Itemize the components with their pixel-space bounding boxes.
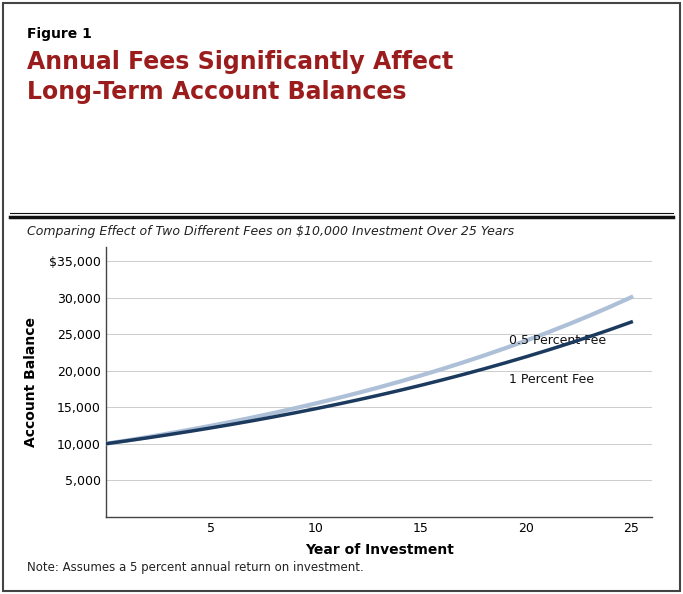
Text: Annual Fees Significantly Affect: Annual Fees Significantly Affect — [27, 50, 454, 74]
Text: 0.5 Percent Fee: 0.5 Percent Fee — [510, 333, 607, 346]
Text: Long-Term Account Balances: Long-Term Account Balances — [27, 80, 407, 104]
X-axis label: Year of Investment: Year of Investment — [305, 543, 454, 557]
Text: Figure 1: Figure 1 — [27, 27, 92, 41]
Text: 1 Percent Fee: 1 Percent Fee — [510, 373, 594, 386]
Text: Note: Assumes a 5 percent annual return on investment.: Note: Assumes a 5 percent annual return … — [27, 561, 364, 574]
Text: Comparing Effect of Two Different Fees on $10,000 Investment Over 25 Years: Comparing Effect of Two Different Fees o… — [27, 225, 514, 238]
Y-axis label: Account Balance: Account Balance — [24, 317, 38, 447]
